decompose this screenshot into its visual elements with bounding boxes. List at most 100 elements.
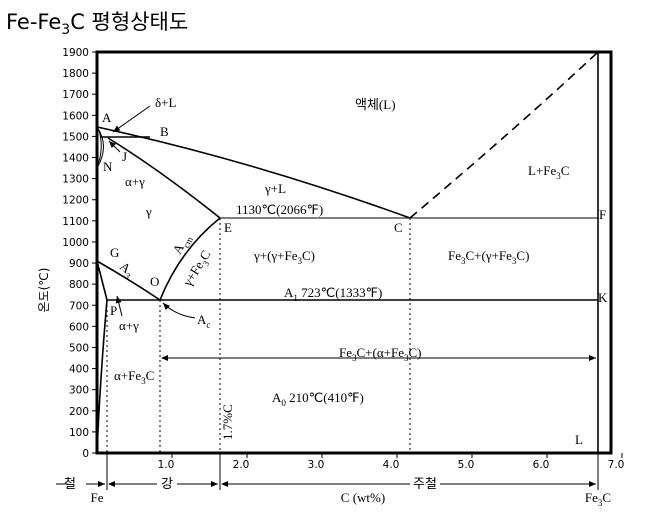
- x-tick-label: 6.0: [533, 459, 550, 471]
- label-part: 액체(L): [355, 97, 396, 112]
- label-part: 3: [512, 256, 517, 266]
- label-part: A: [272, 390, 282, 405]
- label-part: 0: [281, 398, 286, 408]
- phase-label: A1 723℃(1333℉): [284, 285, 382, 303]
- label-part: δ+L: [155, 95, 176, 110]
- label-part: C: [196, 247, 213, 262]
- phase-lines: [56, 51, 598, 490]
- x-right-end: Fe3C: [585, 490, 611, 508]
- y-tick-label: 1600: [62, 110, 89, 122]
- label-part: 3: [352, 353, 357, 363]
- y-tick-label: 200: [69, 406, 89, 418]
- label-part: 3: [404, 353, 409, 363]
- label-part: C): [516, 248, 529, 263]
- title: Fe-Fe3C 평형상태도: [6, 10, 188, 38]
- point-label: F: [599, 207, 606, 222]
- y-tick-label: 1700: [62, 89, 89, 101]
- label-part: 210℃(410℉): [286, 390, 364, 405]
- y-tick-label: 0: [82, 448, 89, 460]
- label-part: 3: [556, 171, 561, 181]
- label-part: C: [561, 163, 570, 178]
- phase-label: 1130℃(2066℉): [236, 202, 323, 217]
- label-part: α+γ: [119, 318, 139, 333]
- point-label: C: [394, 220, 403, 235]
- x-axis-label: C (wt%): [341, 490, 385, 505]
- point-label: E: [224, 220, 232, 235]
- phase-label: 액체(L): [355, 97, 396, 112]
- label-part: γ+(γ+Fe: [253, 248, 298, 263]
- x-tick-label: 5.0: [458, 459, 475, 471]
- label-part: γ: [145, 204, 152, 219]
- label-part: c: [206, 320, 210, 330]
- x-tick-label: 2.0: [233, 459, 250, 471]
- label-part: L+Fe: [528, 163, 557, 178]
- label-part: 1: [293, 293, 298, 303]
- y-tick-label: 100: [69, 427, 89, 439]
- y-tick-label: 500: [69, 342, 89, 354]
- phase-label: α+γ: [125, 174, 145, 189]
- point-label: B: [160, 124, 169, 139]
- phase-label: L+Fe3C: [528, 163, 569, 181]
- label-part: Fe: [448, 248, 461, 263]
- y-tick-label: 1800: [62, 68, 89, 80]
- phase-label: Fe3C+(α+Fe3C): [339, 345, 421, 363]
- point-label: O: [150, 274, 159, 289]
- label-part: C+(α+Fe: [357, 345, 405, 360]
- phase-label: Ac: [197, 312, 210, 330]
- y-tick-label: 1200: [62, 195, 89, 207]
- y-tick-label: 1400: [62, 153, 89, 165]
- y-tick-label: 1500: [62, 131, 89, 143]
- region-label: 철: [64, 477, 76, 492]
- x-left-end: Fe: [91, 490, 104, 505]
- y-tick-label: 700: [69, 300, 89, 312]
- phase-label: Fe3C+(γ+Fe3C): [448, 248, 529, 266]
- y-tick-label: 600: [69, 321, 89, 333]
- label-part: Fe: [339, 345, 352, 360]
- region-label: 강: [161, 477, 173, 492]
- phase-label: A3: [115, 259, 137, 282]
- phase-label: α+γ: [119, 318, 139, 333]
- point-label: J: [122, 149, 127, 164]
- x-tick-label: 1.0: [158, 459, 175, 471]
- point-label: P: [110, 303, 117, 318]
- label-part: α+Fe: [114, 368, 141, 383]
- point-label: G: [110, 245, 119, 260]
- y-tick-label: 1900: [62, 47, 89, 59]
- phase-label: 1.7%C: [220, 404, 235, 440]
- label-part: 3: [297, 256, 302, 266]
- label-part: 1130℃(2066℉): [236, 202, 323, 217]
- y-axis-label: 온도(℃): [37, 268, 51, 313]
- y-tick-label: 800: [69, 279, 89, 291]
- y-tick-label: 1100: [62, 216, 89, 228]
- plot-frame: [95, 50, 613, 455]
- label-part: 723℃(1333℉): [298, 285, 382, 300]
- phase-label: α+Fe3C: [114, 368, 154, 386]
- y-tick-label: 1000: [62, 237, 89, 249]
- label-part: α+γ: [125, 174, 145, 189]
- label-part: A: [197, 312, 207, 327]
- label-part: cm: [181, 235, 195, 249]
- y-tick-label: 400: [69, 364, 89, 376]
- label-part: C: [146, 368, 155, 383]
- phase-label: Acm: [169, 231, 194, 257]
- label-part: 3: [200, 259, 211, 269]
- x-tick-label: 7.0: [608, 459, 625, 471]
- label-part: C): [408, 345, 421, 360]
- point-label: L: [575, 432, 583, 447]
- label-part: 3: [141, 376, 146, 386]
- label-part: 1.7%C: [220, 404, 235, 440]
- y-tick-label: 300: [69, 385, 89, 397]
- phase-label: δ+L: [155, 95, 176, 110]
- point-label: A: [102, 110, 112, 125]
- phase-label: A0 210℃(410℉): [272, 390, 364, 408]
- phase-label: γ+(γ+Fe3C): [253, 248, 315, 266]
- point-label: K: [598, 290, 608, 305]
- phase-label: γ: [145, 204, 152, 219]
- x-tick-label: 4.0: [383, 459, 400, 471]
- label-part: C+(γ+Fe: [466, 248, 513, 263]
- x-tick-label: 3.0: [308, 459, 325, 471]
- region-label: 주철: [413, 477, 437, 492]
- label-part: γ+L: [264, 181, 286, 196]
- phase-label: γ+L: [264, 181, 286, 196]
